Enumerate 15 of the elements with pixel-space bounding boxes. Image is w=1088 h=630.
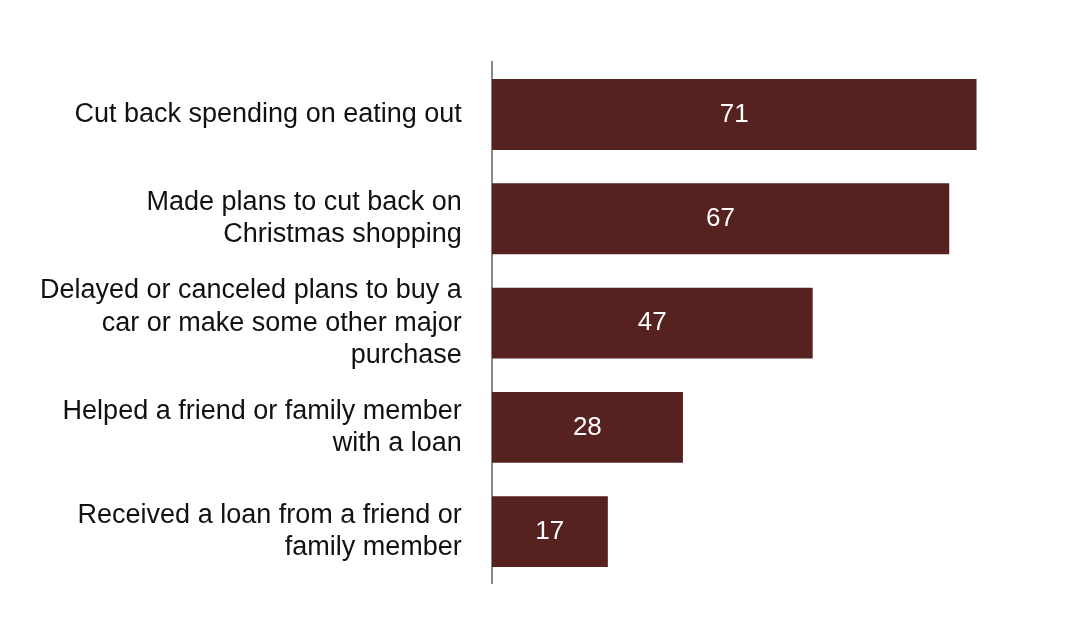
y-tick-label: Made plans to cut back on Christmas shopping (146, 186, 462, 249)
y-tick-label: Delayed or canceled plans to buy a car or make some other major purchase (39, 274, 463, 369)
data-label: 28 (572, 410, 602, 441)
y-tick-label: Helped a friend or family member with a loan (62, 394, 462, 458)
bar (491, 183, 950, 255)
data-label: 17 (535, 514, 565, 545)
bar (491, 79, 977, 150)
data-label: 47 (637, 306, 667, 337)
data-label: 67 (706, 201, 735, 232)
bar (491, 287, 813, 359)
y-tick-label: Cut back spending on eating out (74, 97, 463, 128)
y-tick-label: Received a loan from a friend or family member (77, 498, 462, 562)
data-label: 71 (719, 97, 749, 128)
bar (491, 496, 608, 568)
bar (491, 391, 683, 463)
